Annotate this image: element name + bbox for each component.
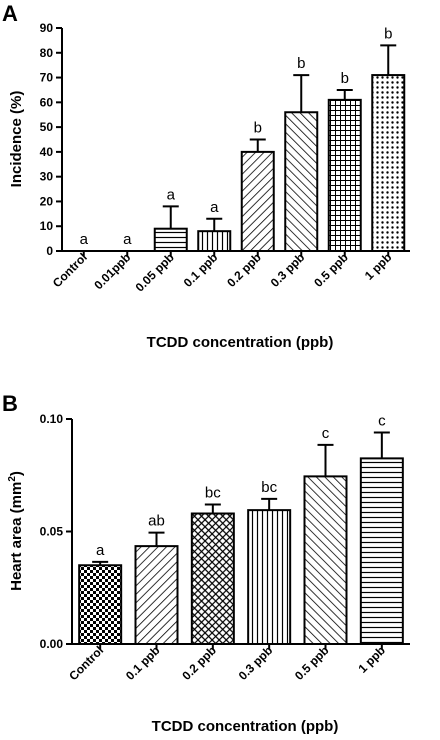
bar: [153, 227, 188, 252]
chart-panel-a: 0102030405060708090aControla0.01ppba0.05…: [8, 21, 410, 351]
y-axis-title-superscript: 2: [7, 476, 18, 482]
significance-label: a: [167, 186, 176, 203]
y-tick-label: 70: [40, 71, 54, 85]
bar: [303, 475, 348, 645]
significance-label: a: [210, 199, 219, 216]
y-axis-title-a: Incidence (%): [8, 91, 25, 188]
y-axis-title-text: Heart area (mm: [8, 482, 25, 591]
panel-letter-a: A: [2, 1, 18, 26]
y-tick-label: 50: [40, 120, 54, 134]
bar: [371, 74, 406, 252]
category-label: 0.5 ppb: [311, 250, 351, 290]
significance-label: bc: [205, 485, 221, 502]
x-axis-title-b: TCDD concentration (ppb): [152, 718, 339, 735]
bar: [284, 111, 319, 252]
y-tick-label: 60: [40, 95, 54, 109]
y-tick-label: 0.10: [40, 412, 64, 426]
category-label: Control: [50, 250, 90, 290]
significance-label: b: [297, 55, 305, 72]
significance-label: a: [80, 231, 89, 248]
y-tick-label: 80: [40, 46, 54, 60]
bar: [190, 512, 235, 645]
significance-label: b: [341, 70, 349, 87]
category-label: 0.2 ppb: [224, 250, 264, 290]
bar: [197, 230, 232, 253]
bar: [134, 545, 179, 645]
significance-label: a: [123, 231, 132, 248]
category-label: 0.01ppb: [91, 250, 133, 292]
y-tick-label: 30: [40, 170, 54, 184]
category-label: 0.1 ppb: [123, 643, 163, 683]
category-label: 0.2 ppb: [179, 643, 219, 683]
significance-label: bc: [261, 479, 277, 496]
bar: [78, 564, 123, 645]
y-tick-label: 90: [40, 21, 54, 35]
y-axis-title-b: Heart area (mm2): [7, 471, 25, 591]
category-label: Control: [66, 643, 106, 683]
panel-letter-b: B: [2, 391, 18, 416]
significance-label: c: [322, 425, 330, 442]
significance-label: a: [96, 542, 105, 559]
category-label: 0.3 ppb: [236, 643, 276, 683]
y-tick-label: 20: [40, 194, 54, 208]
significance-label: ab: [148, 513, 165, 530]
category-label: 0.5 ppb: [292, 643, 332, 683]
category-label: 0.1 ppb: [181, 250, 221, 290]
y-tick-label: 40: [40, 145, 54, 159]
y-tick-label: 0.00: [40, 637, 64, 651]
bar: [247, 509, 292, 645]
y-axis-title-close: ): [8, 471, 25, 476]
x-axis-title-a: TCDD concentration (ppb): [147, 334, 334, 351]
category-label: 0.3 ppb: [268, 250, 308, 290]
significance-label: b: [254, 120, 262, 137]
category-label: 1 ppb: [362, 250, 395, 283]
category-label: 0.05 ppb: [133, 250, 177, 294]
y-tick-label: 10: [40, 219, 54, 233]
chart-panel-b: 0.00 0.05 0.10 a Control ab 0.1 ppb bc 0.2 ppb bc…: [7, 412, 410, 735]
significance-label: c: [378, 413, 386, 430]
y-tick-label: 0: [46, 244, 53, 258]
significance-label: b: [384, 25, 392, 42]
bar: [327, 98, 362, 252]
bar: [359, 457, 404, 645]
bar: [240, 150, 275, 252]
y-tick-label: 0.05: [40, 525, 64, 539]
category-label: 1 ppb: [355, 643, 388, 676]
